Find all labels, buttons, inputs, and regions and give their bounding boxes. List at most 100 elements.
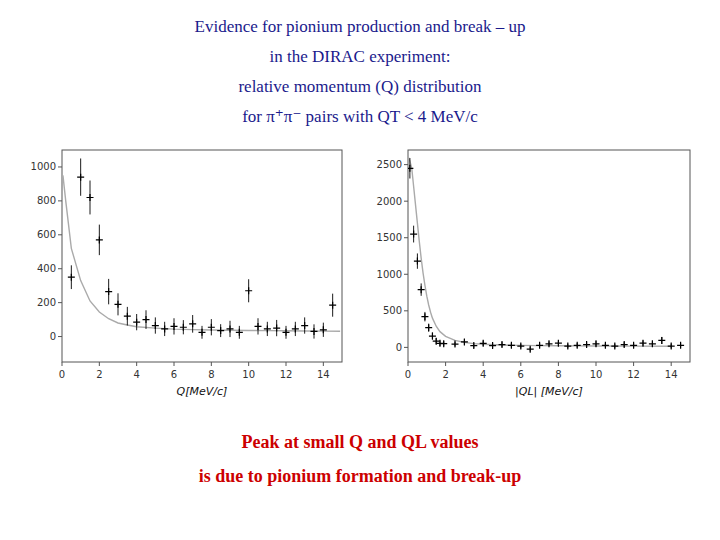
data-point	[421, 313, 428, 320]
y-tick-label: 0	[50, 331, 56, 342]
data-point	[425, 324, 432, 331]
data-point	[555, 340, 562, 347]
x-tick	[248, 362, 249, 366]
annotation: Peak at small Q and QL values	[241, 432, 478, 452]
y-tick-label: 400	[37, 263, 56, 274]
data-point	[189, 320, 196, 327]
data-point	[677, 342, 684, 349]
data-point	[264, 325, 271, 332]
y-tick	[58, 166, 62, 167]
data-point	[245, 287, 252, 294]
data-point	[255, 323, 262, 330]
x-tick	[211, 362, 212, 366]
x-tick-label: 6	[171, 369, 177, 380]
title-line: relative momentum (Q) distribution	[238, 77, 482, 96]
fit-curve	[408, 157, 671, 346]
x-tick-label: 0	[59, 369, 65, 380]
x-tick-label: 2	[96, 369, 102, 380]
data-point	[440, 340, 447, 347]
fit-curve	[63, 175, 340, 331]
y-tick-label: 1000	[377, 269, 402, 280]
data-point	[452, 341, 459, 348]
data-point	[96, 236, 103, 243]
x-tick	[99, 362, 100, 366]
y-tick	[404, 237, 408, 238]
y-tick-label: 2500	[377, 159, 402, 170]
x-tick-label: 14	[317, 369, 330, 380]
data-point	[410, 231, 417, 238]
x-tick-label: 12	[280, 369, 293, 380]
data-point	[470, 342, 477, 349]
data-point	[461, 338, 468, 345]
annotation: is due to pionium formation and break-up	[199, 466, 522, 486]
data-point	[77, 174, 84, 181]
x-tick-label: 14	[665, 369, 678, 380]
x-axis-label: |QL| [MeV/c]	[515, 385, 583, 398]
y-tick-label: 200	[37, 297, 56, 308]
y-tick	[58, 268, 62, 269]
x-tick	[408, 362, 409, 366]
data-point	[180, 324, 187, 331]
x-tick-label: 8	[555, 369, 561, 380]
x-tick	[62, 362, 63, 366]
x-tick	[445, 362, 446, 366]
data-point	[171, 323, 178, 330]
y-tick-label: 1500	[377, 232, 402, 243]
data-point	[143, 316, 150, 323]
x-tick-label: 8	[208, 369, 214, 380]
data-point	[124, 313, 131, 320]
x-tick	[671, 362, 672, 366]
y-tick-label: 500	[383, 305, 402, 316]
data-point	[527, 346, 534, 353]
figure: Evidence for pionium production and brea…	[0, 0, 720, 540]
data-point	[621, 341, 628, 348]
data-point	[152, 322, 159, 329]
data-point	[408, 165, 413, 172]
data-point	[418, 286, 425, 293]
plot: 0246810121405001000150020002500|QL| [MeV…	[377, 150, 690, 398]
data-point	[546, 340, 553, 347]
plot: 0246810121402004006008001000Q[MeV/c]	[31, 150, 342, 398]
x-axis-label: Q[MeV/c]	[177, 385, 228, 398]
data-point	[658, 337, 665, 344]
data-point	[414, 258, 421, 265]
y-tick-label: 800	[37, 195, 56, 206]
y-tick	[404, 164, 408, 165]
data-point	[199, 329, 206, 336]
x-tick	[520, 362, 521, 366]
x-tick-label: 4	[480, 369, 486, 380]
data-point	[227, 325, 234, 332]
title-line: for π⁺π⁻ pairs with QT < 4 MeV/c	[242, 107, 478, 126]
data-point	[517, 343, 524, 350]
x-tick-label: 6	[518, 369, 524, 380]
data-point	[273, 325, 280, 332]
data-point	[583, 341, 590, 348]
data-point	[236, 329, 243, 336]
data-point	[489, 342, 496, 349]
data-point	[301, 322, 308, 329]
title-line: Evidence for pionium production and brea…	[195, 17, 526, 36]
y-tick-label: 1000	[31, 161, 56, 172]
data-point	[574, 342, 581, 349]
data-point	[87, 194, 94, 201]
x-tick-label: 10	[242, 369, 255, 380]
data-point	[320, 326, 327, 333]
data-point	[133, 319, 140, 326]
x-tick-label: 0	[405, 369, 411, 380]
x-tick-label: 10	[590, 369, 603, 380]
data-point	[630, 342, 637, 349]
data-point	[480, 340, 487, 347]
data-point	[536, 342, 543, 349]
data-point	[668, 343, 675, 350]
y-tick-label: 600	[37, 229, 56, 240]
data-point	[283, 329, 290, 336]
x-tick	[136, 362, 137, 366]
x-tick	[558, 362, 559, 366]
data-point	[593, 340, 600, 347]
x-tick	[596, 362, 597, 366]
data-layer	[63, 158, 340, 338]
y-tick	[58, 302, 62, 303]
x-tick	[323, 362, 324, 366]
y-tick	[58, 336, 62, 337]
x-tick	[633, 362, 634, 366]
